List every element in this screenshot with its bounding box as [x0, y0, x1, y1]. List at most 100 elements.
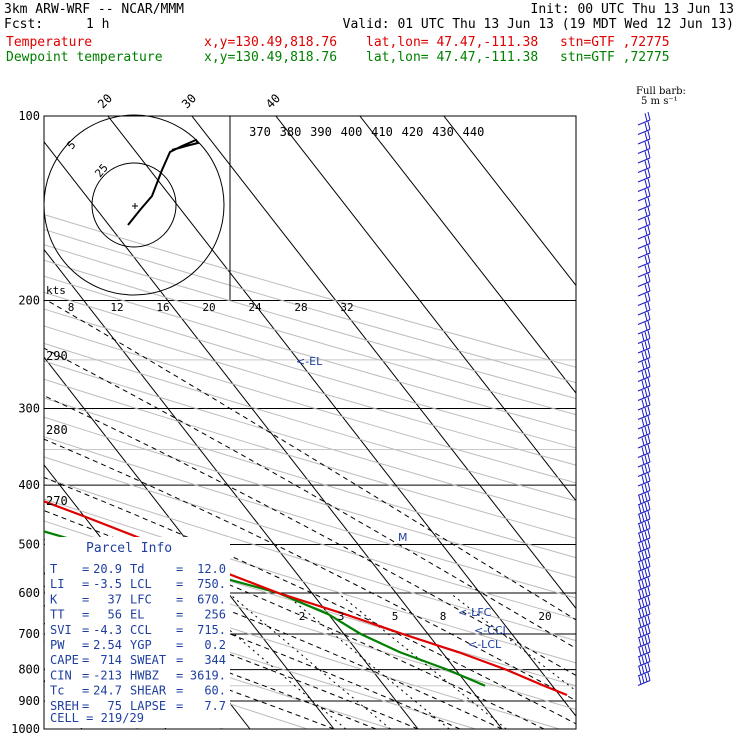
- isotherm: [443, 116, 576, 287]
- moist-adiabat: [44, 395, 576, 677]
- wind-barb: [637, 624, 651, 639]
- moist-adiabat: [44, 476, 576, 725]
- dry-adiabat: [44, 214, 576, 368]
- model-title: 3km ARW-WRF -- NCAR/MMM: [4, 2, 185, 17]
- plot-frame: [43, 115, 577, 730]
- wind-barb: [637, 491, 651, 506]
- parcel-eq: =: [176, 562, 183, 576]
- parcel-value: 3619.: [190, 668, 226, 682]
- dry-adiabat: [44, 308, 576, 466]
- parcel-value: 20.9: [93, 562, 122, 576]
- pressure-tick-label: 600: [18, 586, 40, 600]
- parcel-eq: =: [176, 608, 183, 622]
- parcel-value: 715.: [197, 623, 226, 637]
- pressure-tick-label: 1000: [11, 722, 40, 736]
- theta-label: 410: [371, 125, 393, 139]
- pressure-tick-label: 500: [18, 537, 40, 551]
- parcel-eq: =: [176, 684, 183, 698]
- hodograph-ring-label: 25: [92, 161, 110, 180]
- wind-barb: [637, 159, 651, 173]
- wind-barb: [637, 111, 651, 126]
- lcl-marker: <-LCL: [468, 638, 502, 651]
- temperature-tick-label: 40: [263, 91, 283, 111]
- wind-barb: [637, 672, 651, 686]
- wind-barb: [637, 263, 651, 278]
- theta-label: 420: [402, 125, 424, 139]
- parcel-value: 714: [100, 653, 122, 667]
- wind-barb: [637, 643, 651, 658]
- theta-label: 430: [432, 125, 454, 139]
- parcel-key: LAPSE: [130, 699, 166, 713]
- temperature-tick-label: 20: [95, 91, 115, 111]
- parcel-eq: =: [82, 592, 89, 606]
- parcel-eq: =: [176, 592, 183, 606]
- wind-barb: [637, 130, 651, 145]
- pressure-tick-label: 200: [18, 294, 40, 308]
- wind-barb: [637, 520, 651, 534]
- parcel-key: PW: [50, 638, 65, 652]
- parcel-value: -3.5: [93, 577, 122, 591]
- temperature-profile: [44, 500, 568, 697]
- wind-barb: [637, 501, 651, 515]
- dry-adiabat: [44, 342, 576, 502]
- wind-barb: [637, 121, 651, 135]
- parcel-key: SVI: [50, 623, 72, 637]
- dry-adiabat: [44, 477, 576, 642]
- pressure-tick-label: 100: [18, 109, 40, 123]
- wind-barb: [637, 596, 651, 610]
- hodograph-ring: [43, 114, 225, 296]
- wind-barb: [637, 415, 651, 430]
- dry-adiabat: [44, 615, 392, 729]
- dry-adiabat: [44, 244, 576, 400]
- theta-e-label: 290: [46, 349, 68, 363]
- parcel-value: 12.0: [197, 562, 226, 576]
- wind-barb: [637, 406, 651, 420]
- theta-label: 390: [310, 125, 332, 139]
- wind-barb: [637, 282, 651, 297]
- hodograph-wind-label: 20: [202, 301, 215, 314]
- dry-adiabat: [44, 498, 576, 664]
- dry-adiabat: [44, 228, 576, 384]
- parcel-eq: =: [82, 623, 89, 637]
- parcel-value: 344: [204, 653, 226, 667]
- parcel-value: 60.: [204, 684, 226, 698]
- dewpoint-latlon: lat,lon= 47.47,-111.38: [366, 50, 539, 65]
- parcel-eq: =: [82, 608, 89, 622]
- wind-barb: [637, 577, 651, 591]
- parcel-value: 750.: [197, 577, 226, 591]
- parcel-key: SHEAR: [130, 684, 167, 698]
- parcel-eq: =: [82, 653, 89, 667]
- wind-barb: [637, 377, 651, 392]
- mixing-ratio-line: [185, 592, 347, 729]
- isotherm: [107, 116, 576, 717]
- wind-barb: [637, 444, 651, 458]
- wind-barb: [637, 653, 651, 667]
- parcel-key: Tc: [50, 684, 64, 698]
- wind-barb: [637, 273, 651, 287]
- parcel-value: 24.7: [93, 684, 122, 698]
- moist-adiabat: [44, 622, 335, 729]
- parcel-value: 256: [204, 608, 226, 622]
- dry-adiabat: [44, 416, 576, 579]
- wind-barb: [637, 453, 651, 468]
- dry-adiabat: [44, 325, 576, 484]
- temperature-station: stn=GTF ,72775: [560, 35, 670, 50]
- wind-barb: [637, 548, 651, 563]
- parcel-key: Td: [130, 562, 144, 576]
- parcel-eq: =: [82, 638, 89, 652]
- wind-barb: [637, 358, 651, 373]
- parcel-value: 75: [108, 699, 122, 713]
- isotherm: [359, 116, 576, 394]
- wind-barb: [637, 311, 651, 325]
- wind-barb: [637, 178, 651, 192]
- parcel-info-panel: [45, 537, 230, 728]
- wind-barb: [637, 472, 651, 487]
- wind-barb: [637, 225, 651, 240]
- hodograph-wind-label: 8: [68, 301, 75, 314]
- mixing-ratio-label: 20: [538, 610, 551, 623]
- wind-barb: [637, 197, 651, 211]
- temperature-tick-label: 30: [179, 91, 199, 111]
- wind-barb: [637, 168, 651, 183]
- isotherm: [44, 248, 419, 729]
